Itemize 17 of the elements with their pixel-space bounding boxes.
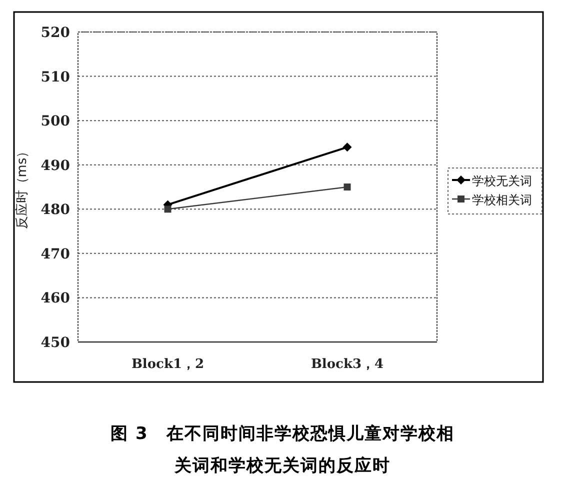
y-tick-label: 460 (40, 290, 70, 307)
y-tick-label: 470 (40, 246, 70, 262)
y-tick-label: 500 (40, 114, 70, 130)
y-tick-label: 450 (40, 335, 70, 351)
y-tick-label: 490 (40, 158, 70, 174)
y-tick-label: 480 (40, 202, 70, 218)
text: 图 3 在不同时间非学校恐惧儿童对学校相关词和学校无关词的反应时 (110, 423, 455, 478)
y-tick-label: 510 (40, 69, 70, 86)
point (164, 206, 172, 213)
point (344, 184, 351, 190)
x-tick-label: Block3，4 (310, 357, 384, 372)
y-tick-label: 520 (40, 25, 70, 41)
legend-label: 学校相关词 (472, 193, 532, 207)
legend-label: 学校无关词 (472, 174, 532, 188)
y-axis-title: 反应时（ms） (14, 144, 30, 230)
x-tick-label: Block1，2 (131, 357, 204, 372)
point (342, 142, 352, 152)
